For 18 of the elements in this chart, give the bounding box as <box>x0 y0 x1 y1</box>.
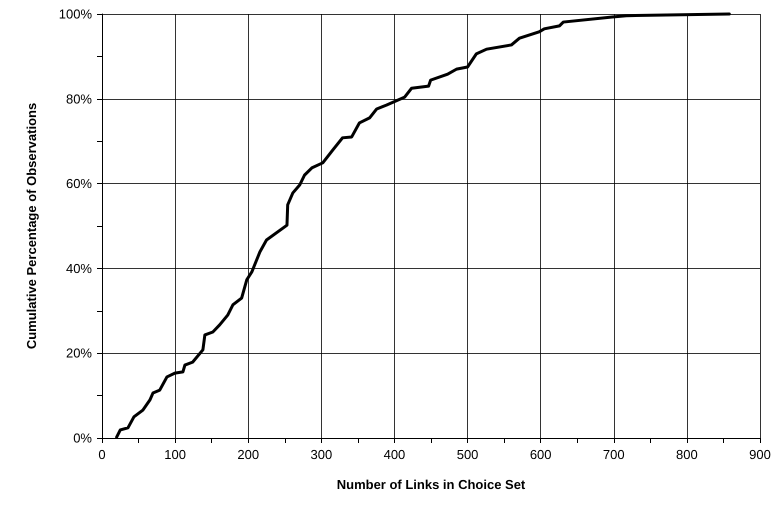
y-tick-label: 100% <box>58 6 92 22</box>
x-tick-label: 300 <box>310 447 332 462</box>
y-tick-label: 40% <box>66 260 92 276</box>
x-tick-label: 400 <box>384 447 406 462</box>
x-tick-label: 800 <box>676 447 698 462</box>
x-tick-label: 0 <box>98 447 106 462</box>
y-tick-label: 0% <box>73 430 92 446</box>
x-tick-label: 200 <box>237 447 260 462</box>
y-axis-title: Cumulative Percentage of Observations <box>24 102 39 350</box>
y-tick-label: 20% <box>66 346 92 361</box>
y-tick-label: 60% <box>66 176 92 192</box>
y-tick-label: 80% <box>66 91 92 106</box>
x-tick-label: 100 <box>164 447 186 462</box>
x-axis-title: Number of Links in Choice Set <box>336 477 526 492</box>
x-tick-label: 900 <box>749 447 771 462</box>
x-tick-label: 500 <box>456 447 478 462</box>
x-tick-label: 700 <box>602 447 625 462</box>
x-tick-label: 600 <box>530 447 552 462</box>
